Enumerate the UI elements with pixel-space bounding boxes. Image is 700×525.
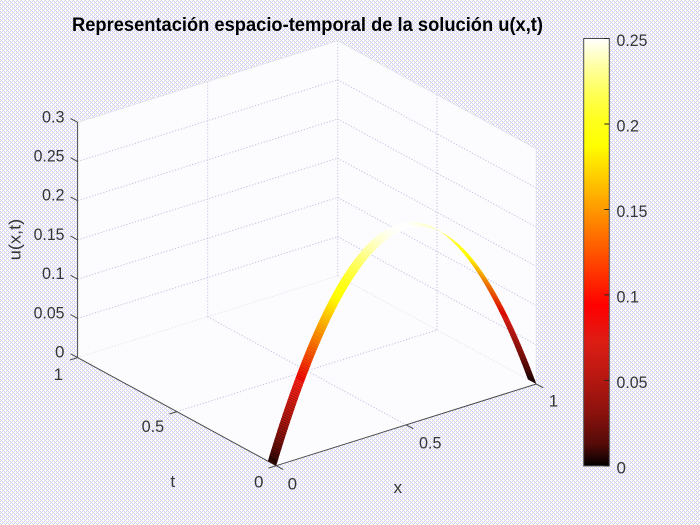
svg-text:0.25: 0.25 [34,147,65,166]
svg-text:1: 1 [54,365,63,384]
svg-text:0.2: 0.2 [42,186,65,205]
svg-text:0.3: 0.3 [42,107,65,126]
svg-text:Representación espacio-tempora: Representación espacio-temporal de la so… [72,14,543,36]
svg-text:0.15: 0.15 [617,202,648,221]
svg-text:0.1: 0.1 [617,287,640,306]
svg-text:0.1: 0.1 [42,264,65,283]
svg-text:0.5: 0.5 [142,417,165,436]
svg-text:u(x,t): u(x,t) [6,219,25,261]
svg-text:0.05: 0.05 [34,303,65,322]
svg-text:0.15: 0.15 [34,225,65,244]
svg-text:0: 0 [288,475,297,494]
svg-text:0.05: 0.05 [617,373,648,392]
svg-text:0: 0 [55,343,64,362]
svg-text:t: t [170,472,175,491]
svg-text:0.5: 0.5 [419,434,442,453]
svg-text:1: 1 [549,392,558,411]
svg-text:0: 0 [254,472,263,491]
svg-text:0.2: 0.2 [617,116,640,135]
svg-text:0.25: 0.25 [617,31,648,50]
svg-text:x: x [394,478,403,497]
svg-text:0: 0 [617,458,626,477]
